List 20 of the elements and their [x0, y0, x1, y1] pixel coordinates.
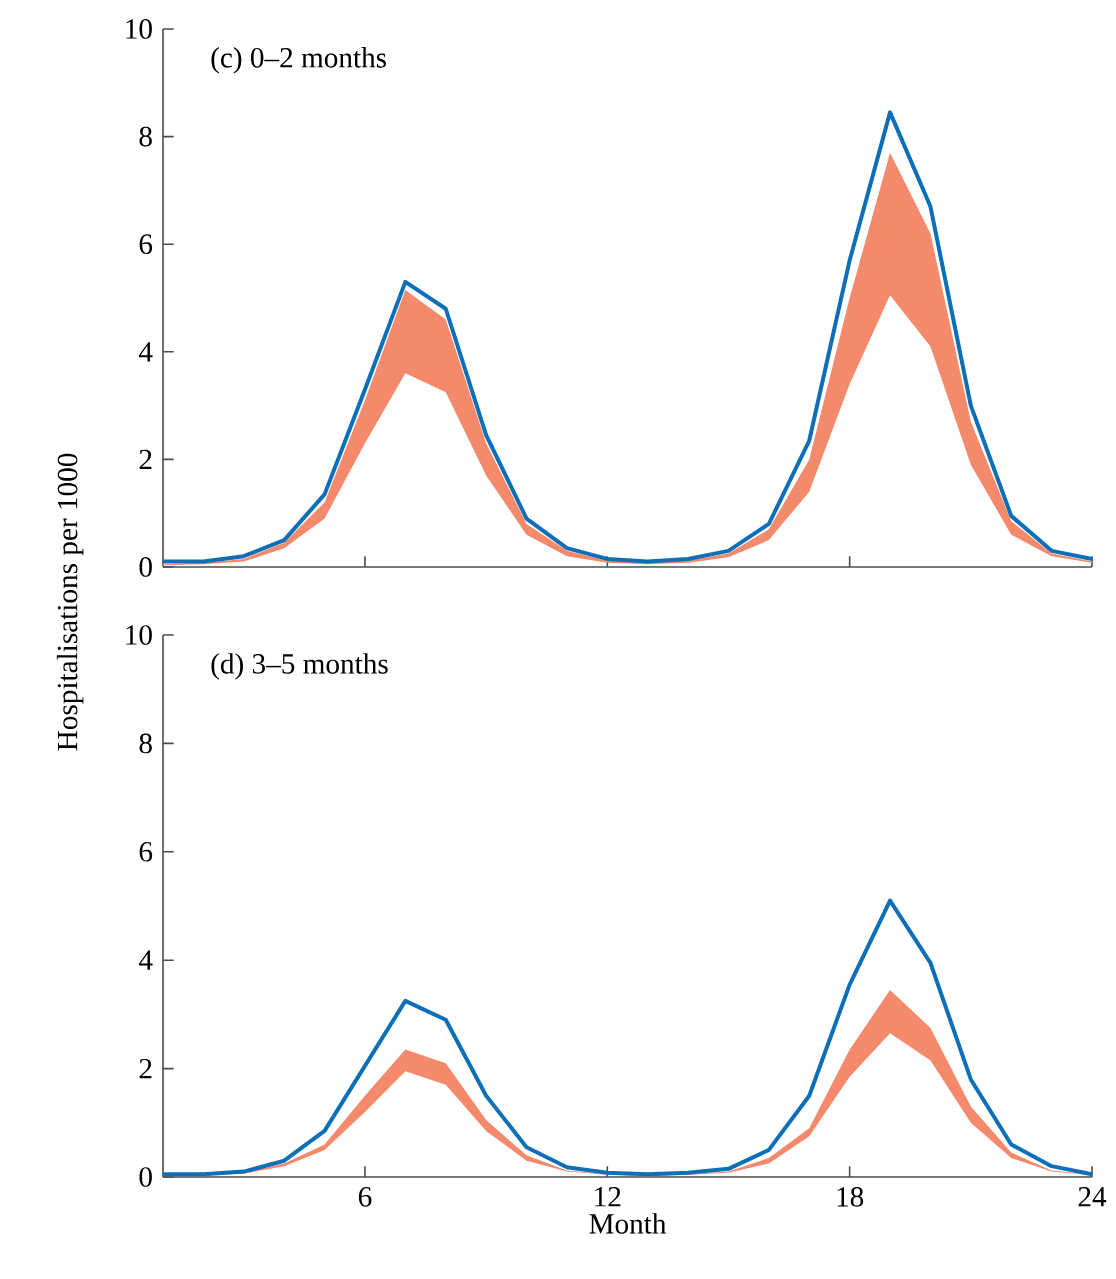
y-tick-label: 4 — [138, 950, 153, 970]
y-axis-title: Hospitalisations per 1000 — [56, 453, 84, 751]
y-tick-label: 8 — [139, 733, 152, 754]
y-tick-label: 8 — [139, 126, 152, 147]
y-tick-label: 0 — [139, 557, 152, 577]
y-tick-label: 10 — [126, 625, 152, 645]
y-tick-label: 2 — [139, 449, 152, 470]
x-axis-title: Month — [589, 1213, 666, 1234]
text: (d) 3–5 months — [211, 653, 388, 680]
y-tick-label: 0 — [139, 1167, 152, 1187]
x-tick-label: 24 — [1078, 1186, 1106, 1207]
text: (c) 0–2 months — [211, 47, 386, 74]
x-tick-label: 6 — [358, 1186, 372, 1207]
y-tick-label: 10 — [126, 19, 152, 39]
x-tick-label: 12 — [595, 1186, 621, 1207]
y-tick-label: 2 — [139, 1058, 152, 1079]
y-tick-label: 6 — [139, 234, 152, 255]
y-tick-label: 4 — [138, 342, 153, 362]
y-tick-label: 6 — [139, 841, 152, 862]
x-tick-label: 18 — [837, 1187, 863, 1207]
